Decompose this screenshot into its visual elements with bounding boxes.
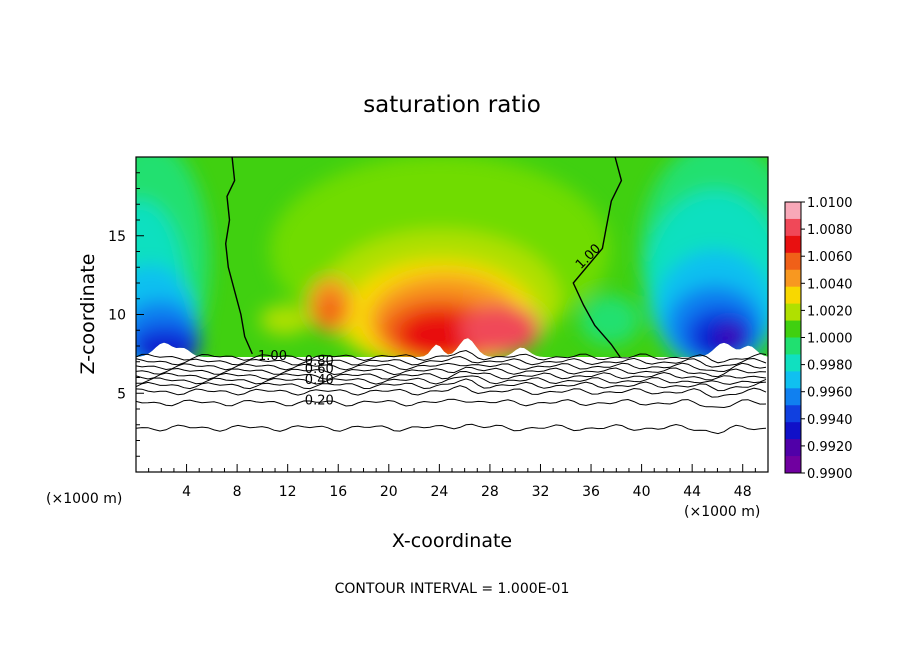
colorbar-swatch (785, 354, 801, 372)
contour-label: 0.80 (305, 354, 334, 369)
contour-interval-note: CONTOUR INTERVAL = 1.000E-01 (335, 581, 570, 597)
colorbar-tick-label: 1.0060 (807, 250, 853, 265)
x-axis-ticks: 4 8 12 16 20 24 28 32 36 40 44 48 (148, 464, 756, 500)
colorbar-swatch (785, 303, 801, 322)
contour-label: 0.60 (305, 362, 334, 377)
x-tick-label: 40 (633, 484, 651, 500)
colorbar-swatch (785, 371, 801, 389)
contour-label: 0.20 (305, 393, 334, 408)
colorbar-swatch (785, 218, 801, 237)
colorbar-swatch (785, 337, 801, 355)
x-tick-label: 8 (233, 484, 242, 500)
colorbar-swatch (785, 456, 801, 474)
contour-line-0.2 (136, 398, 767, 409)
x-tick-label: 48 (734, 484, 752, 500)
contour-100-right (572, 156, 623, 358)
contour-label: 0.40 (305, 373, 334, 388)
x-tick-label: 36 (582, 484, 600, 500)
colorbar-swatch (785, 252, 801, 271)
x-tick-label: 4 (182, 484, 191, 500)
contour-line-0.7 (136, 366, 767, 378)
y-axis-ticks: 5 10 15 (108, 172, 144, 457)
saturation-field (136, 157, 768, 358)
x-tick-label: 12 (279, 484, 297, 500)
colorbar-swatch (785, 405, 801, 423)
contour-lines (136, 349, 767, 435)
x-tick-label: 44 (683, 484, 701, 500)
contour-line-1.0 (136, 349, 767, 364)
y-tick-label: 5 (117, 386, 126, 402)
colorbar-tick-label: 1.0000 (807, 332, 853, 347)
contour-label: 1.00 (258, 349, 287, 364)
colorbar-swatch (785, 439, 801, 457)
contour-line-0.8 (136, 362, 767, 373)
contour-line-0.3 (136, 385, 767, 398)
contour-line-0.5 (136, 375, 767, 385)
contour-line-0.4 (136, 378, 767, 392)
colorbar-tick-label: 1.0040 (807, 277, 853, 292)
x-tick-label: 32 (532, 484, 550, 500)
colorbar-swatch (785, 235, 801, 254)
colorbar-swatch (785, 388, 801, 406)
colorbar-swatch (785, 286, 801, 305)
colorbar-tick-label: 0.9980 (807, 359, 853, 374)
colorbar: 1.0100 1.0080 1.0060 1.0040 1.0020 1.0000 0.99… (784, 196, 853, 482)
colorbar-swatch (785, 202, 801, 220)
contour-line-0.6 (136, 370, 767, 381)
x-tick-label: 28 (481, 484, 499, 500)
colorbar-tick-label: 0.9940 (807, 413, 853, 428)
y-axis-label: Z-coordinate (77, 254, 99, 375)
x-unit-right: (×1000 m) (684, 504, 760, 520)
y-tick-label: 15 (108, 229, 126, 245)
colorbar-swatch (785, 320, 801, 338)
colorbar-tick-label: 0.9960 (807, 386, 853, 401)
colorbar-tick-label: 1.0080 (807, 223, 853, 238)
x-tick-label: 20 (380, 484, 398, 500)
colorbar-swatch (785, 269, 801, 288)
chart-title: saturation ratio (363, 92, 541, 118)
colorbar-tick-label: 1.0020 (807, 304, 853, 319)
colorbar-swatch (785, 422, 801, 440)
y-tick-label: 10 (108, 308, 126, 324)
contour-line-0.9 (136, 355, 767, 368)
contour-line-0.1 (136, 423, 767, 435)
contour-100-left (224, 156, 253, 355)
colorbar-tick-label: 0.9920 (807, 440, 853, 455)
x-axis-label: X-coordinate (392, 530, 512, 552)
colorbar-tick-label: 1.0100 (807, 196, 853, 211)
colorbar-tick-label: 0.9900 (807, 467, 853, 482)
x-unit-left: (×1000 m) (46, 491, 122, 507)
x-tick-label: 16 (329, 484, 347, 500)
x-tick-label: 24 (430, 484, 448, 500)
